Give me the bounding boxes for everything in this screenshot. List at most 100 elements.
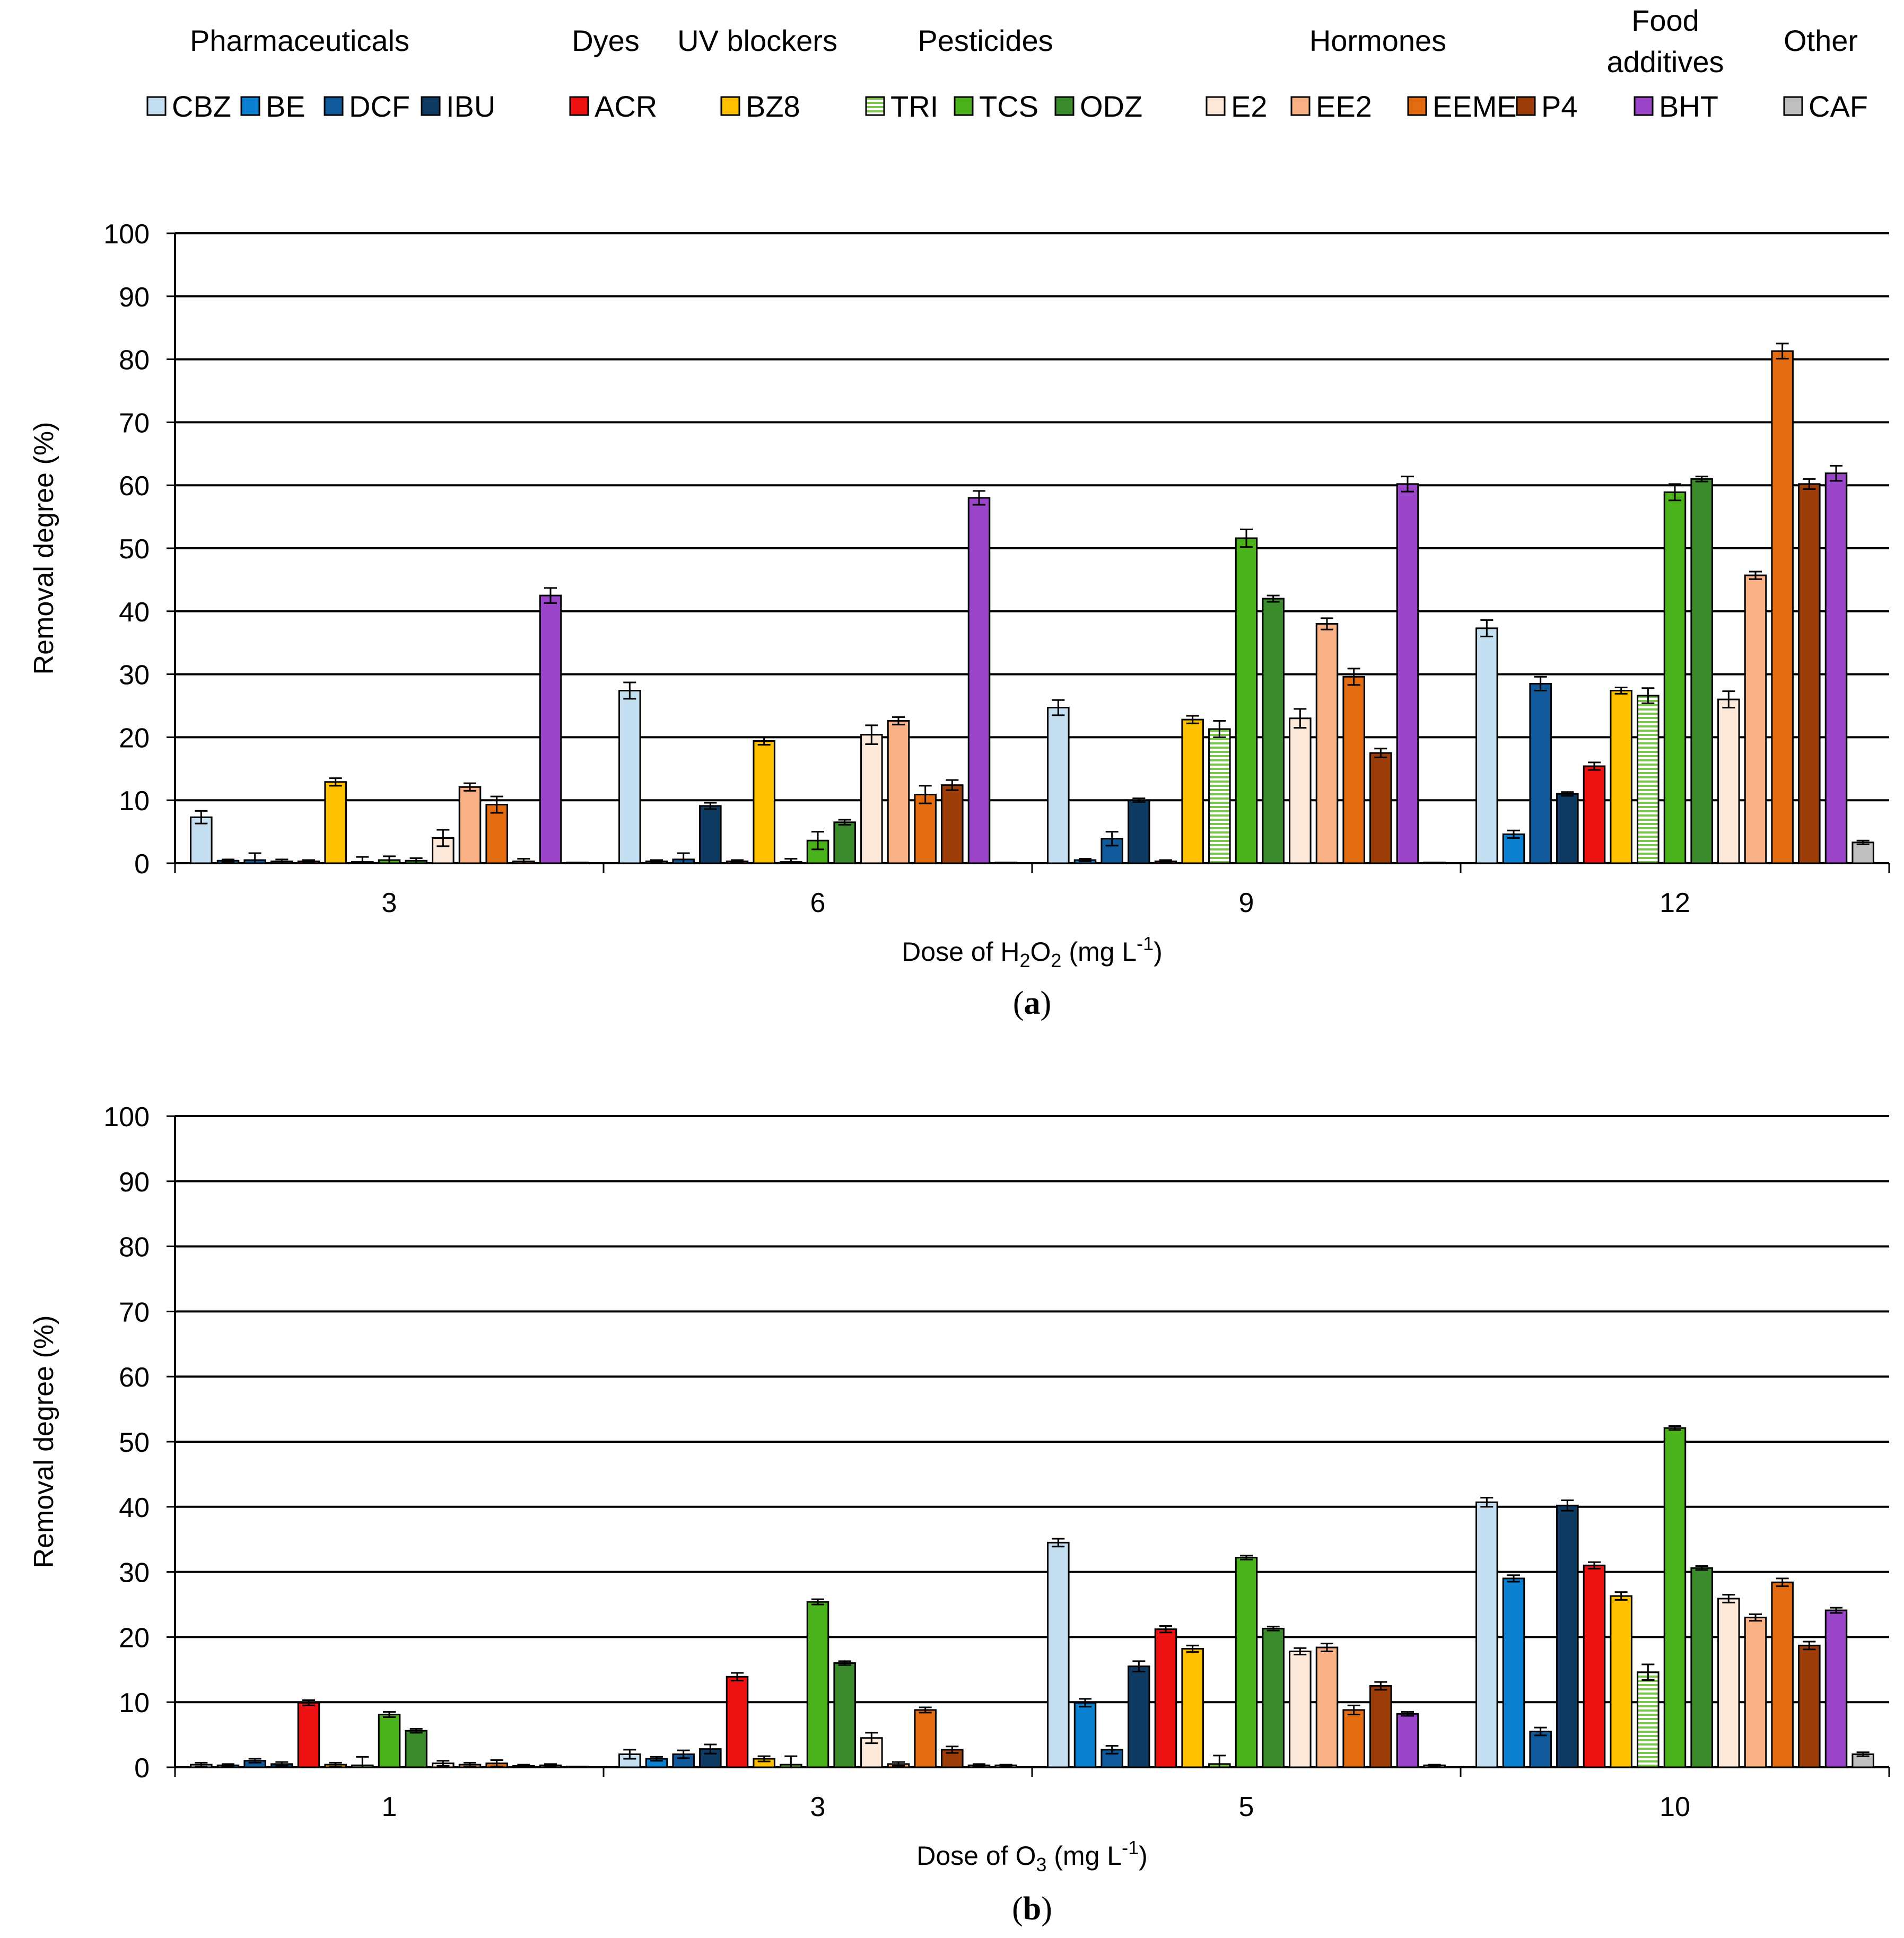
bar-tcs — [1235, 1557, 1258, 1768]
bar-acr — [1583, 765, 1606, 864]
bar-caf — [566, 862, 589, 864]
bar-bht — [967, 497, 991, 864]
bar-cbz — [1475, 1501, 1498, 1768]
y-tick-label: 10 — [119, 786, 150, 817]
panel-label-part: ( — [1012, 1891, 1023, 1927]
y-tick-label: 40 — [119, 1493, 150, 1523]
bar-eeme — [1771, 350, 1794, 864]
legend-label-cbz: CBZ — [172, 90, 231, 123]
bar-caf — [1851, 841, 1874, 864]
panel-label-b: (b) — [1012, 1891, 1052, 1927]
bar-ee2 — [1744, 574, 1767, 864]
x-axis-title-part: 2 — [1051, 950, 1061, 971]
legend-group-pharmaceuticals: Pharmaceuticals — [190, 24, 409, 57]
bar-eeme — [914, 794, 937, 864]
bar-odz — [1690, 478, 1713, 864]
bar-p4 — [1369, 1685, 1392, 1768]
legend-swatch-eeme — [1407, 96, 1427, 116]
bar-ibu — [1556, 1504, 1579, 1768]
y-tick-label: 30 — [119, 1558, 150, 1589]
bar-be — [1502, 833, 1525, 864]
x-tick-label: 12 — [1660, 888, 1690, 918]
bar-ee2 — [1315, 623, 1339, 864]
y-tick-label: 70 — [119, 408, 150, 439]
y-tick-label: 70 — [119, 1297, 150, 1328]
bar-caf — [994, 862, 1017, 864]
bar-eeme — [485, 804, 508, 864]
legend-swatch-ee2 — [1290, 96, 1311, 116]
bar-eeme — [1342, 1709, 1365, 1768]
x-tick-label: 1 — [382, 1792, 397, 1822]
bar-odz — [833, 821, 856, 864]
x-axis-title-part: ) — [1139, 1841, 1148, 1871]
legend-swatch-odz — [1054, 96, 1075, 116]
y-tick-label: 90 — [119, 282, 150, 313]
y-tick-label: 60 — [119, 471, 150, 502]
x-tick-label: 3 — [382, 888, 397, 918]
bar-bz8 — [753, 740, 775, 864]
bar-ee2 — [887, 720, 910, 864]
panel-label-a: (a) — [1013, 985, 1051, 1021]
bar-cbz — [190, 816, 213, 864]
bar-eeme — [1771, 1581, 1794, 1768]
legend-label-caf: CAF — [1809, 90, 1868, 123]
bar-p4 — [1798, 483, 1821, 864]
bar-e2 — [1289, 1650, 1312, 1768]
legend-label-acr: ACR — [595, 90, 657, 123]
y-tick-label: 80 — [119, 1232, 150, 1263]
bar-e2 — [860, 734, 883, 864]
panel-label-part: ) — [1041, 985, 1052, 1021]
legend-swatch-e2 — [1206, 96, 1226, 116]
bar-ibu — [1128, 799, 1150, 864]
x-tick-label: 9 — [1239, 888, 1254, 918]
bar-caf — [566, 1766, 589, 1768]
bar-e2 — [1717, 698, 1740, 864]
legend-swatch-ibu — [421, 96, 441, 116]
legend-group-dyes: Dyes — [572, 24, 640, 57]
bar-acr — [726, 1676, 749, 1768]
bar-tcs — [1235, 537, 1258, 864]
x-tick-label: 10 — [1660, 1792, 1690, 1822]
legend-swatch-bz8 — [720, 96, 740, 116]
chart-b: 0 10 20 30 40 50 60 70 80 90 100 1 3 5 10 Removal degre… — [29, 1102, 1890, 1927]
legend-group-uv-blockers: UV blockers — [677, 24, 837, 57]
bar-cbz — [1047, 1541, 1070, 1768]
legend-swatch-tcs — [954, 96, 974, 116]
bar-bht — [539, 594, 562, 864]
x-axis-title-part: 3 — [1036, 1854, 1046, 1875]
y-tick-label: 50 — [119, 1427, 150, 1458]
bar-ibu — [1556, 793, 1579, 864]
panel-label-part: b — [1023, 1891, 1041, 1927]
legend-label-bz8: BZ8 — [746, 90, 800, 123]
x-tick-label: 6 — [810, 888, 826, 918]
legend-label-tri: TRI — [890, 90, 938, 123]
bar-ee2 — [1315, 1646, 1339, 1768]
legend-label-bht: BHT — [1659, 90, 1718, 123]
legend-group-other: Other — [1784, 24, 1858, 57]
bar-bz8 — [1610, 689, 1632, 864]
x-axis-title: Dose of H2O2 (mg L-1) — [902, 933, 1163, 971]
legend: Pharmaceuticals CBZ BE DCF IBU Dyes ACR UV bloc… — [146, 4, 1868, 123]
y-tick-label: 30 — [119, 660, 150, 691]
x-tick-label: 5 — [1239, 1792, 1254, 1822]
legend-swatch-be — [240, 96, 260, 116]
legend-swatch-bht — [1634, 96, 1654, 116]
legend-swatch-p4 — [1516, 96, 1536, 116]
bar-odz — [1690, 1567, 1713, 1768]
legend-swatch-cbz — [146, 96, 167, 116]
panel-label-part: ) — [1041, 1891, 1052, 1927]
legend-label-odz: ODZ — [1080, 90, 1142, 123]
bar-bht — [1396, 1713, 1419, 1768]
panel-label-part: ( — [1013, 985, 1024, 1021]
legend-label-eeme: EEME — [1433, 90, 1517, 123]
bar-caf — [1423, 862, 1446, 864]
bar-dcf — [1529, 1730, 1552, 1768]
bar-bz8 — [1181, 718, 1204, 864]
bar-odz — [1262, 1627, 1285, 1768]
bar-ibu — [699, 805, 722, 864]
y-tick-label: 10 — [119, 1688, 150, 1718]
x-axis-title-part: -1 — [1122, 1837, 1139, 1858]
y-tick-label: 40 — [119, 597, 150, 628]
bar-bht — [1396, 483, 1419, 864]
